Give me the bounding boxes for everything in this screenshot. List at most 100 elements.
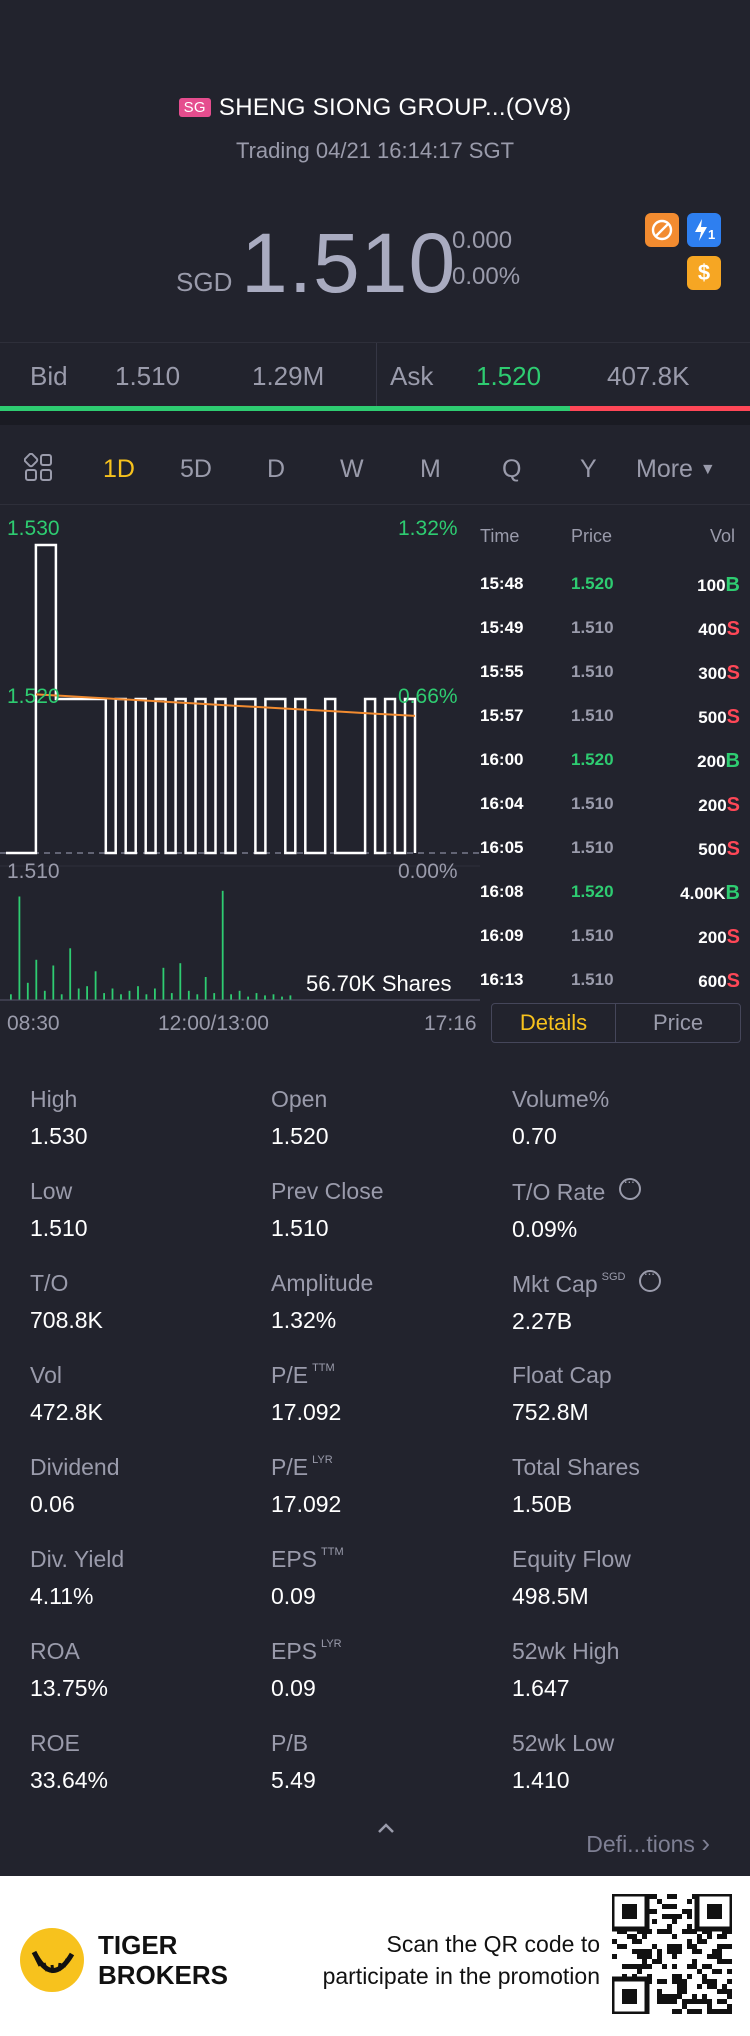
- qr-module: [687, 1939, 692, 1944]
- tab-1d[interactable]: 1D: [103, 455, 135, 483]
- tab-more[interactable]: More ▼: [636, 455, 716, 484]
- dollar-icon[interactable]: $: [687, 256, 721, 290]
- qr-module: [672, 1954, 677, 1959]
- qr-module: [677, 1949, 682, 1954]
- stock-name[interactable]: SHENG SIONG GROUP...(OV8): [218, 94, 572, 121]
- stat-value: 708.8K: [30, 1307, 103, 1333]
- volume-bar: [230, 994, 232, 1001]
- qr-module: [682, 1989, 687, 1994]
- qr-code: [612, 1894, 732, 2014]
- x-tick-open: 08:30: [7, 1012, 60, 1035]
- qr-module: [672, 1994, 677, 1999]
- stat-item: Equity Flow 498.5M: [512, 1546, 631, 1610]
- qr-module: [662, 1929, 667, 1934]
- qr-module: [727, 1994, 732, 1999]
- y-left-tick-low: 1.510: [7, 860, 60, 883]
- qr-module: [687, 1899, 692, 1904]
- stat-label: T/O: [30, 1270, 69, 1296]
- stat-value: 1.410: [512, 1767, 570, 1793]
- stat-value: 2.27B: [512, 1308, 573, 1334]
- lightning-1-icon[interactable]: 1: [687, 213, 721, 247]
- tiger-logo-icon: [20, 1928, 84, 1992]
- volume-bar: [18, 896, 21, 1000]
- qr-module: [652, 1909, 657, 1914]
- bid-volume-bar: [0, 406, 570, 411]
- qr-module: [717, 1934, 722, 1939]
- grid-layout-icon[interactable]: [23, 452, 54, 488]
- qr-module: [647, 1954, 652, 1959]
- volume-bar: [145, 994, 148, 1001]
- trade-side: B: [725, 882, 740, 904]
- qr-module: [637, 1964, 642, 1969]
- region-badge: SG: [178, 98, 211, 117]
- stat-label: Div. Yield: [30, 1546, 125, 1572]
- average-line: [35, 693, 416, 717]
- stat-value: 1.530: [30, 1123, 88, 1149]
- intraday-chart[interactable]: 1.530 1.520 1.510 1.32% 0.66% 0.00% 56.7…: [0, 505, 480, 1045]
- trades-header-vol: Vol: [710, 526, 736, 546]
- trade-row: 16:08 1.520 4.00KB: [480, 882, 740, 926]
- definitions-link[interactable]: Defi...tions ›: [586, 1828, 710, 1859]
- tab-d[interactable]: D: [267, 455, 286, 483]
- stat-value: 1.510: [271, 1215, 329, 1241]
- tab-5d[interactable]: 5D: [180, 455, 212, 483]
- trade-time: 15:48: [480, 574, 524, 593]
- svg-text:1: 1: [708, 227, 715, 242]
- trades-header-time: Time: [480, 526, 520, 546]
- price-line: [6, 543, 417, 855]
- qr-module: [672, 1904, 677, 1909]
- qr-module: [712, 1969, 717, 1974]
- stat-label-sup: LYR: [321, 1638, 342, 1650]
- chevron-up-icon[interactable]: [376, 1818, 396, 1838]
- tab-details[interactable]: Details: [492, 1004, 616, 1042]
- stat-value: 1.510: [30, 1215, 88, 1241]
- qr-module: [717, 1954, 722, 1959]
- qr-module: [692, 1964, 697, 1969]
- tab-y[interactable]: Y: [580, 455, 597, 483]
- trade-row: 16:05 1.510 500S: [480, 838, 740, 882]
- more-info-icon[interactable]: [639, 1265, 662, 1292]
- qr-module: [667, 1894, 672, 1899]
- more-info-icon[interactable]: [619, 1173, 642, 1200]
- qr-module: [697, 1969, 702, 1974]
- qr-module: [717, 1944, 722, 1949]
- qr-module: [697, 2009, 702, 2014]
- caret-down-icon: ▼: [699, 461, 716, 478]
- no-sign-icon[interactable]: [645, 213, 679, 247]
- qr-module: [697, 1999, 702, 2004]
- qr-module: [682, 2004, 687, 2009]
- volume-bar: [69, 948, 72, 1001]
- qr-module: [697, 1949, 702, 1954]
- stat-label: Low: [30, 1178, 73, 1204]
- stat-value: 17.092: [271, 1399, 342, 1425]
- volume-bar: [187, 990, 190, 1000]
- qr-module: [642, 1934, 647, 1939]
- volume-bar: [94, 971, 97, 1001]
- qr-module: [677, 1979, 682, 1984]
- stat-item: 52wk Low 1.410: [512, 1730, 614, 1794]
- qr-module: [657, 1954, 662, 1959]
- trade-volume: 500S: [698, 838, 740, 860]
- trade-time: 16:09: [480, 926, 524, 945]
- stat-label-sup: LYR: [312, 1454, 333, 1466]
- stat-label: P/E LYR: [271, 1454, 333, 1480]
- tab-m[interactable]: M: [420, 455, 441, 483]
- tab-q[interactable]: Q: [502, 455, 522, 483]
- chevron-right-icon: ›: [701, 1828, 710, 1858]
- qr-module: [637, 1949, 642, 1954]
- qr-module: [727, 1959, 732, 1964]
- stat-label: ROE: [30, 1730, 80, 1756]
- trade-price: 1.510: [571, 838, 614, 857]
- qr-module: [687, 1964, 692, 1969]
- trade-side: S: [726, 794, 740, 816]
- qr-module: [662, 1979, 667, 1984]
- qr-module: [662, 1914, 667, 1919]
- qr-module: [677, 1914, 682, 1919]
- qr-module: [727, 1979, 732, 1984]
- y-right-tick-mid: 0.66%: [398, 685, 458, 708]
- qr-module: [647, 1949, 652, 1954]
- tab-w[interactable]: W: [340, 455, 364, 483]
- tab-price[interactable]: Price: [652, 1010, 704, 1035]
- promo-text: Scan the QR code to participate in the p…: [323, 1928, 600, 1992]
- qr-module: [707, 2009, 712, 2014]
